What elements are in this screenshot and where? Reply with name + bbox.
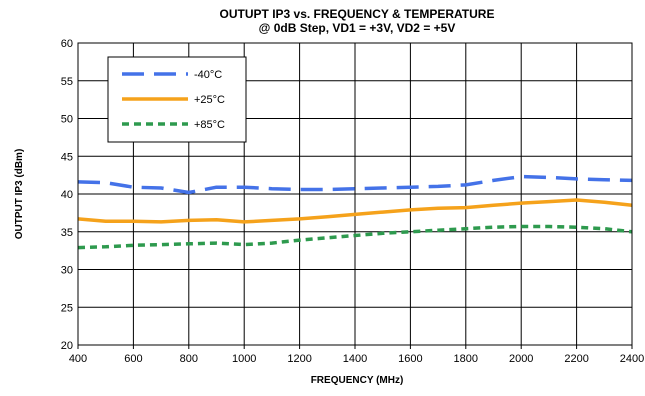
x-axis-title: FREQUENCY (MHz) (311, 375, 404, 386)
series-line (77, 174, 633, 195)
legend-label: -40°C (194, 69, 222, 81)
plot-area-border (77, 42, 633, 346)
x-tick-label: 2200 (564, 353, 588, 365)
x-tick-label: 1800 (454, 353, 478, 365)
tick-labels: 20 25 30 35 40 45 50 55 60 400 600 800 1000 1200 1400 1… (61, 38, 644, 365)
chart-subtitle: @ 0dB Step, VD1 = +3V, VD2 = +5V (259, 21, 456, 35)
y-axis-title: OUTPUT IP3 (dBm) (14, 149, 25, 240)
y-tick-label: 30 (61, 265, 73, 277)
y-tick-label: 45 (61, 151, 73, 163)
legend: -40°C +25°C +85°C (107, 56, 247, 143)
legend-label: +85°C (194, 119, 225, 131)
series-line (77, 224, 633, 250)
x-tick-label: 400 (69, 353, 87, 365)
y-tick-label: 50 (61, 114, 73, 126)
x-tick-label: 1000 (232, 353, 256, 365)
x-tick-label: 800 (180, 353, 198, 365)
series-lines (77, 174, 633, 250)
y-tick-label: 25 (61, 302, 73, 314)
x-tick-label: 1400 (343, 353, 367, 365)
x-tick-label: 2400 (620, 353, 644, 365)
y-tick-label: 20 (61, 340, 73, 352)
x-tick-label: 2000 (509, 353, 533, 365)
legend-label: +25°C (194, 94, 225, 106)
y-tick-label: 55 (61, 76, 73, 88)
series-line (77, 198, 633, 224)
x-tick-label: 600 (124, 353, 142, 365)
y-tick-label: 60 (61, 38, 73, 50)
y-tick-label: 40 (61, 189, 73, 201)
chart-title: OUTUPT IP3 vs. FREQUENCY & TEMPERATURE (220, 7, 495, 21)
y-tick-label: 35 (61, 227, 73, 239)
x-tick-label: 1600 (398, 353, 422, 365)
x-tick-label: 1200 (287, 353, 311, 365)
